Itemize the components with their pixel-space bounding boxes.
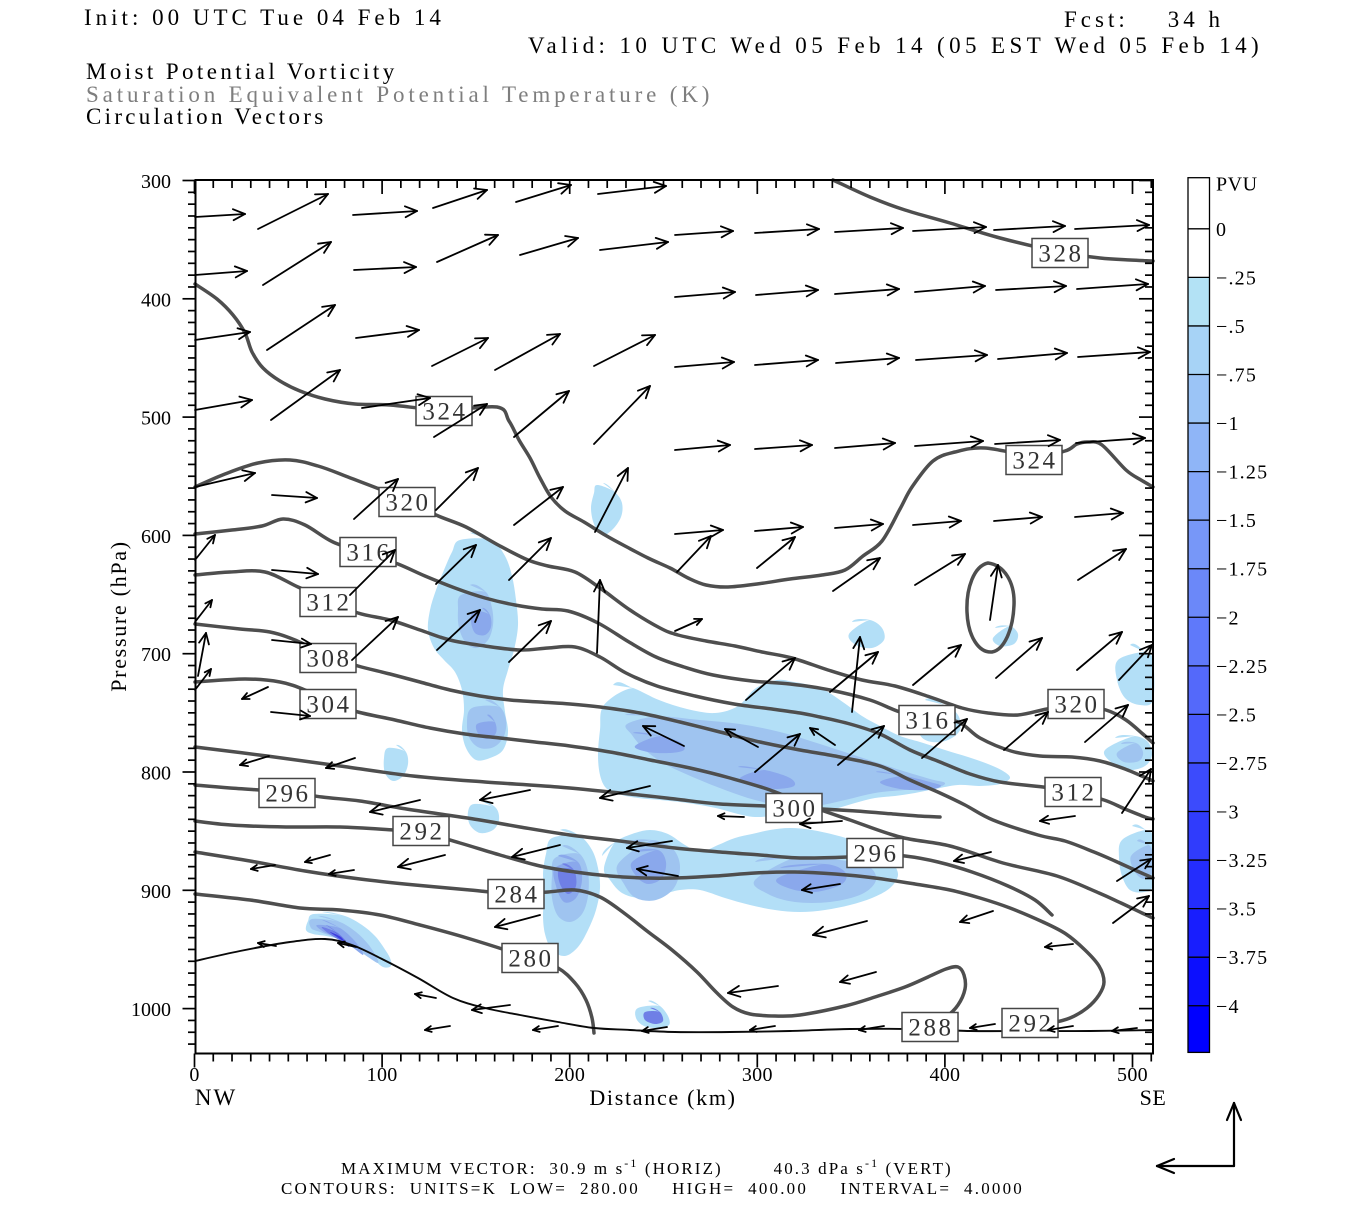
svg-text:−3.75: −3.75 — [1216, 947, 1268, 969]
svg-text:284: 284 — [494, 882, 539, 909]
svg-text:312: 312 — [1051, 780, 1096, 807]
svg-text:200: 200 — [554, 1064, 585, 1086]
svg-text:700: 700 — [141, 644, 171, 666]
svg-text:280: 280 — [508, 946, 553, 973]
svg-text:500: 500 — [141, 408, 171, 430]
svg-text:MAXIMUM VECTOR: 30.9 m s-1 (H: MAXIMUM VECTOR: 30.9 m s-1 (HORIZ) 40.3 … — [341, 1156, 953, 1178]
svg-text:900: 900 — [141, 881, 171, 903]
svg-text:400: 400 — [141, 289, 171, 311]
svg-text:300: 300 — [141, 171, 171, 193]
svg-text:−2: −2 — [1216, 607, 1240, 629]
svg-text:NW: NW — [195, 1085, 237, 1110]
svg-text:328: 328 — [1038, 241, 1083, 268]
svg-text:500: 500 — [1117, 1064, 1148, 1086]
svg-text:288: 288 — [908, 1015, 953, 1042]
svg-text:SE: SE — [1140, 1085, 1167, 1110]
svg-text:324: 324 — [1012, 448, 1057, 475]
svg-text:Moist Potential Vorticity: Moist Potential Vorticity — [86, 59, 398, 84]
svg-text:CONTOURS: UNITS=K LOW= 280.: CONTOURS: UNITS=K LOW= 280.00 HIGH= 400.… — [281, 1179, 1024, 1198]
svg-text:296: 296 — [853, 841, 898, 868]
svg-text:Circulation Vectors: Circulation Vectors — [86, 104, 327, 129]
svg-text:292: 292 — [1008, 1011, 1053, 1038]
svg-text:316: 316 — [905, 708, 950, 735]
svg-text:−1.25: −1.25 — [1216, 462, 1268, 484]
svg-text:0: 0 — [1216, 219, 1227, 241]
svg-text:−.75: −.75 — [1216, 365, 1257, 387]
svg-text:320: 320 — [1054, 692, 1099, 719]
svg-text:−3.5: −3.5 — [1216, 899, 1257, 921]
svg-text:−.25: −.25 — [1216, 267, 1257, 289]
svg-text:−3: −3 — [1216, 802, 1240, 824]
svg-text:−4: −4 — [1216, 996, 1240, 1018]
svg-text:−2.5: −2.5 — [1216, 704, 1257, 726]
svg-text:300: 300 — [742, 1064, 773, 1086]
svg-text:320: 320 — [385, 490, 430, 517]
svg-text:100: 100 — [367, 1064, 398, 1086]
svg-text:−3.25: −3.25 — [1216, 850, 1268, 872]
svg-text:0: 0 — [189, 1064, 199, 1086]
svg-text:−1.5: −1.5 — [1216, 510, 1257, 532]
svg-text:Valid: 10 UTC Wed 05 Feb 14 (0: Valid: 10 UTC Wed 05 Feb 14 (05 EST Wed … — [528, 33, 1263, 58]
svg-text:Init: 00 UTC Tue 04 Feb 14: Init: 00 UTC Tue 04 Feb 14 — [84, 5, 445, 30]
svg-text:292: 292 — [399, 819, 444, 846]
svg-text:Pressure (hPa): Pressure (hPa) — [106, 540, 131, 692]
svg-text:300: 300 — [772, 796, 817, 823]
svg-text:400: 400 — [929, 1064, 960, 1086]
svg-text:Fcst: 34 h: Fcst: 34 h — [1064, 7, 1224, 32]
svg-text:−1: −1 — [1216, 413, 1240, 435]
svg-text:−2.25: −2.25 — [1216, 656, 1268, 678]
svg-text:312: 312 — [306, 590, 351, 617]
svg-text:−.5: −.5 — [1216, 316, 1246, 338]
svg-text:1000: 1000 — [131, 999, 171, 1021]
svg-text:PVU: PVU — [1216, 174, 1258, 196]
svg-text:Distance (km): Distance (km) — [589, 1085, 736, 1110]
svg-text:296: 296 — [265, 781, 310, 808]
svg-text:600: 600 — [141, 526, 171, 548]
svg-text:304: 304 — [306, 692, 351, 719]
svg-text:800: 800 — [141, 763, 171, 785]
svg-text:−2.75: −2.75 — [1216, 753, 1268, 775]
svg-text:−1.75: −1.75 — [1216, 559, 1268, 581]
svg-text:308: 308 — [306, 646, 351, 673]
svg-text:324: 324 — [422, 399, 467, 426]
